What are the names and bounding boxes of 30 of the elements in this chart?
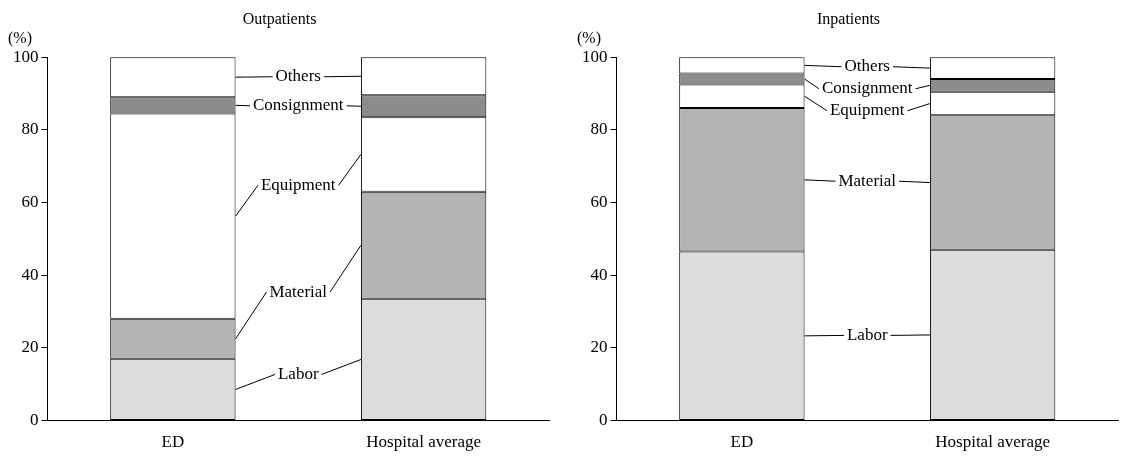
text: Material [269,281,328,301]
x-tick-label: ED [161,432,185,452]
chart-title: Outpatients [242,9,317,28]
y-tick-label: 60 [21,192,39,212]
text: Material [838,170,897,190]
x-tick-label: Hospital average [935,432,1050,452]
text: Labor [846,324,888,344]
text: Others [844,56,890,76]
y-tick-label: 40 [21,264,39,284]
y-axis-title: (%) [8,29,32,48]
series-label: Consignment [252,95,344,115]
x-tick-label: Hospital average [366,432,481,452]
text: Others [275,66,321,86]
y-tick-label: 80 [21,119,39,139]
chart-title: Inpatients [816,9,881,28]
y-tick-label: 20 [21,337,39,357]
y-tick-label: 40 [590,264,608,284]
y-axis-title: (%) [577,29,601,48]
y-tick-label: 0 [599,410,608,430]
y-tick-label: 0 [30,410,39,430]
series-label: Consignment [821,78,913,98]
series-label: Equipment [260,174,336,194]
y-tick-label: 100 [13,46,39,66]
text: Labor [277,363,319,383]
series-label: Equipment [829,100,905,120]
y-tick-label: 100 [582,46,608,66]
y-tick-label: 20 [590,337,608,357]
y-tick-label: 60 [590,192,608,212]
y-tick-label: 80 [590,119,608,139]
x-tick-label: ED [730,432,754,452]
